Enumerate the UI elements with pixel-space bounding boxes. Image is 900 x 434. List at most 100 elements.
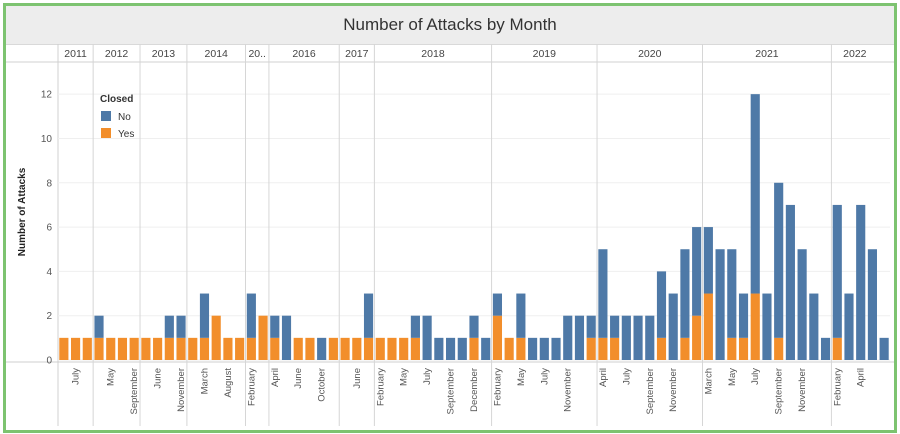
bar-yes [59,337,69,360]
bar-yes [387,337,397,360]
bar-yes [340,337,350,360]
month-tick-label: May [106,368,117,386]
month-tick-label: April [270,368,281,387]
month-tick-label: July [539,368,550,385]
month-tick-label: April [856,368,867,387]
year-label: 2021 [755,48,779,60]
year-label: 20.. [248,48,266,60]
month-tick-label: September [446,368,457,414]
bar-no [434,337,444,360]
bar-no [621,315,631,360]
bar-yes [750,293,760,360]
bar-yes [176,337,186,360]
bar-no [457,337,467,360]
y-tick-label: 12 [41,90,53,101]
y-tick-label: 6 [46,223,52,234]
chart-title: Number of Attacks by Month [6,6,894,45]
bar-yes [258,315,268,360]
year-label: 2020 [638,48,662,60]
legend-swatch-yes [101,128,111,138]
month-tick-label: July [750,368,761,385]
bar-no [762,293,772,360]
bar-yes [656,337,667,360]
year-label: 2012 [105,48,129,60]
bar-yes [504,337,514,360]
bar-yes [832,337,842,360]
bar-yes [71,337,81,360]
bar-no [164,315,174,338]
bar-no [610,315,620,338]
chart-frame: Number of Attacks by Month 0 2 4 6 8 10 12 Numb… [3,3,897,433]
bar-yes [680,337,690,360]
month-tick-label: August [223,368,234,398]
bar-no [715,249,725,360]
bar-yes [246,337,256,360]
month-tick-label: July [422,368,433,385]
bar-no [199,293,210,338]
y-axis-label: Number of Attacks [17,167,28,256]
month-tick-label: March [703,368,714,394]
year-label: 2017 [345,48,369,60]
bar-yes [141,337,151,360]
year-label: 2018 [421,48,445,60]
bar-no [867,249,877,360]
year-label: 2014 [205,48,229,60]
bar-no [586,315,596,338]
legend-label-no: No [118,112,131,123]
bar-yes [188,337,198,360]
bar-no [703,227,713,294]
month-tick-label: September [774,368,785,414]
bar-yes [129,337,139,360]
bar-yes [199,337,210,360]
year-label: 2011 [64,48,87,60]
bar-yes [598,337,608,360]
month-tick-label: December [469,368,480,412]
month-tick-label: July [71,368,82,385]
bar-no [176,315,186,338]
y-tick-label: 0 [46,356,52,367]
bar-chart: 0 2 4 6 8 10 12 Number of Attacks 2011 2012 2013 20… [6,44,894,426]
bar-no [363,293,374,338]
bar-yes [164,337,174,360]
bar-no [727,249,737,338]
bar-no [832,204,842,338]
legend-title: Closed [100,94,133,105]
bar-yes [774,337,784,360]
bar-no [844,293,854,360]
bar-yes [305,337,315,360]
month-tick-label: March [199,368,210,394]
bar-yes [703,293,713,360]
bar-no [785,204,795,360]
bar-no [856,204,866,360]
bar-no [879,337,889,360]
bar-no [809,293,819,360]
year-label: 2022 [843,48,867,60]
bar-yes [492,315,503,360]
bar-yes [94,337,104,360]
bar-no [774,182,784,338]
month-tick-label: May [727,368,738,386]
bar-yes [328,337,338,360]
bar-no [516,293,526,338]
bar-yes [235,337,245,360]
bar-yes [153,337,163,360]
y-tick-label: 10 [41,134,53,145]
month-tick-label: May [399,368,410,386]
bar-no [270,315,280,338]
bar-no [633,315,643,360]
month-tick-label: November [668,368,679,412]
y-tick-label: 8 [46,178,52,189]
bar-no [750,94,760,294]
month-tick-label: September [645,368,656,414]
bar-yes [375,337,385,360]
bar-yes [738,337,749,360]
legend-swatch-no [101,111,111,121]
bar-yes [363,337,374,360]
bar-yes [270,337,280,360]
bar-yes [610,337,620,360]
month-tick-label: November [797,368,808,412]
bar-yes [516,337,526,360]
bar-yes [211,315,221,360]
year-label: 2019 [533,48,557,60]
y-tick-label: 4 [46,267,52,278]
